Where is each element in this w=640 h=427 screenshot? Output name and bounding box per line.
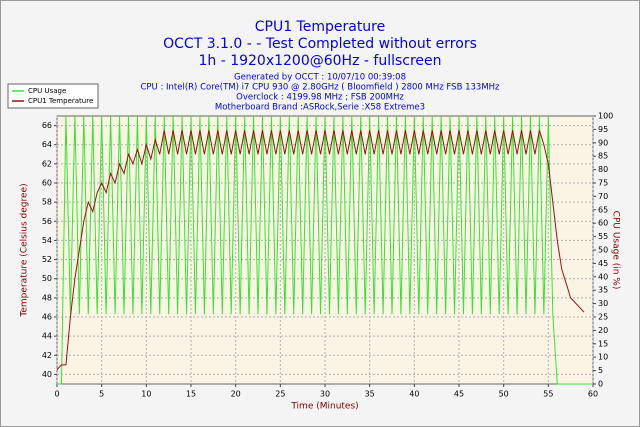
y2-tick-label: 0 [598,380,603,389]
y2-tick-label: 85 [598,152,608,161]
y-tick-label: 52 [42,255,52,264]
x-tick-label: 35 [365,390,375,399]
y-tick-label: 60 [42,179,52,188]
y2-tick-label: 15 [598,339,608,348]
x-tick-label: 10 [141,390,151,399]
y2-tick-label: 90 [598,138,608,147]
y2-tick-label: 30 [598,299,608,308]
y2-tick-label: 20 [598,326,608,335]
y-tick-label: 48 [42,293,52,302]
legend-box [7,83,99,109]
y2-tick-label: 100 [598,112,613,121]
y2-tick-label: 40 [598,272,608,281]
y2-tick-label: 45 [598,259,608,268]
chart-subtitle: 1h - 1920x1200@60Hz - fullscreen [198,53,441,69]
y2-tick-label: 95 [598,125,608,134]
x-tick-label: 45 [454,390,464,399]
y-tick-label: 44 [42,332,52,341]
x-tick-label: 55 [543,390,553,399]
info-line: CPU : Intel(R) Core(TM) i7 CPU 930 @ 2.8… [140,83,500,93]
y-tick-label: 58 [42,198,52,207]
x-tick-label: 50 [499,390,509,399]
info-line: Generated by OCCT : 10/07/10 00:39:08 [234,73,406,83]
x-axis-label: Time (Minutes) [290,402,358,412]
y-tick-label: 46 [42,313,52,322]
info-line: Motherboard Brand :ASRock,Serie :X58 Ext… [215,103,425,113]
y-tick-label: 66 [42,121,52,130]
x-tick-label: 0 [54,390,59,399]
info-line: Overclock : 4199.98 MHz ; FSB 200MHz [236,93,404,103]
y-tick-label: 40 [42,370,52,379]
series-line [56,130,585,370]
y2-tick-label: 35 [598,286,608,295]
y2-tick-label: 80 [598,165,608,174]
y-tick-label: 50 [42,274,52,283]
x-tick-label: 60 [588,390,598,399]
y-tick-label: 64 [42,140,52,149]
y-tick-label: 62 [42,159,52,168]
x-tick-label: 5 [99,390,104,399]
x-tick-label: 15 [186,390,196,399]
y-axis-label: Temperature (Celsius degree) [20,183,30,317]
x-tick-label: 20 [231,390,241,399]
y2-tick-label: 55 [598,232,608,241]
y2-tick-label: 50 [598,246,608,255]
x-tick-label: 25 [275,390,285,399]
chart-subtitle: OCCT 3.1.0 - - Test Completed without er… [163,36,477,52]
chart-title: CPU1 Temperature [255,19,386,35]
series-line [57,115,593,385]
legend-label: CPU Usage [28,87,66,95]
y-tick-label: 56 [42,217,52,226]
y2-tick-label: 25 [598,313,608,322]
y2-tick-label: 65 [598,205,608,214]
y-tick-label: 54 [42,236,52,245]
y2-tick-label: 75 [598,179,608,188]
y-tick-label: 42 [42,351,52,360]
y2-tick-label: 70 [598,192,608,201]
legend-label: CPU1 Temperature [28,97,93,105]
y2-tick-label: 60 [598,219,608,228]
y2-tick-label: 5 [598,366,603,375]
y2-tick-label: 10 [598,353,608,362]
x-tick-label: 30 [320,390,330,399]
y2-axis-label: CPU Usage (in %) [611,211,621,290]
x-tick-label: 40 [409,390,419,399]
